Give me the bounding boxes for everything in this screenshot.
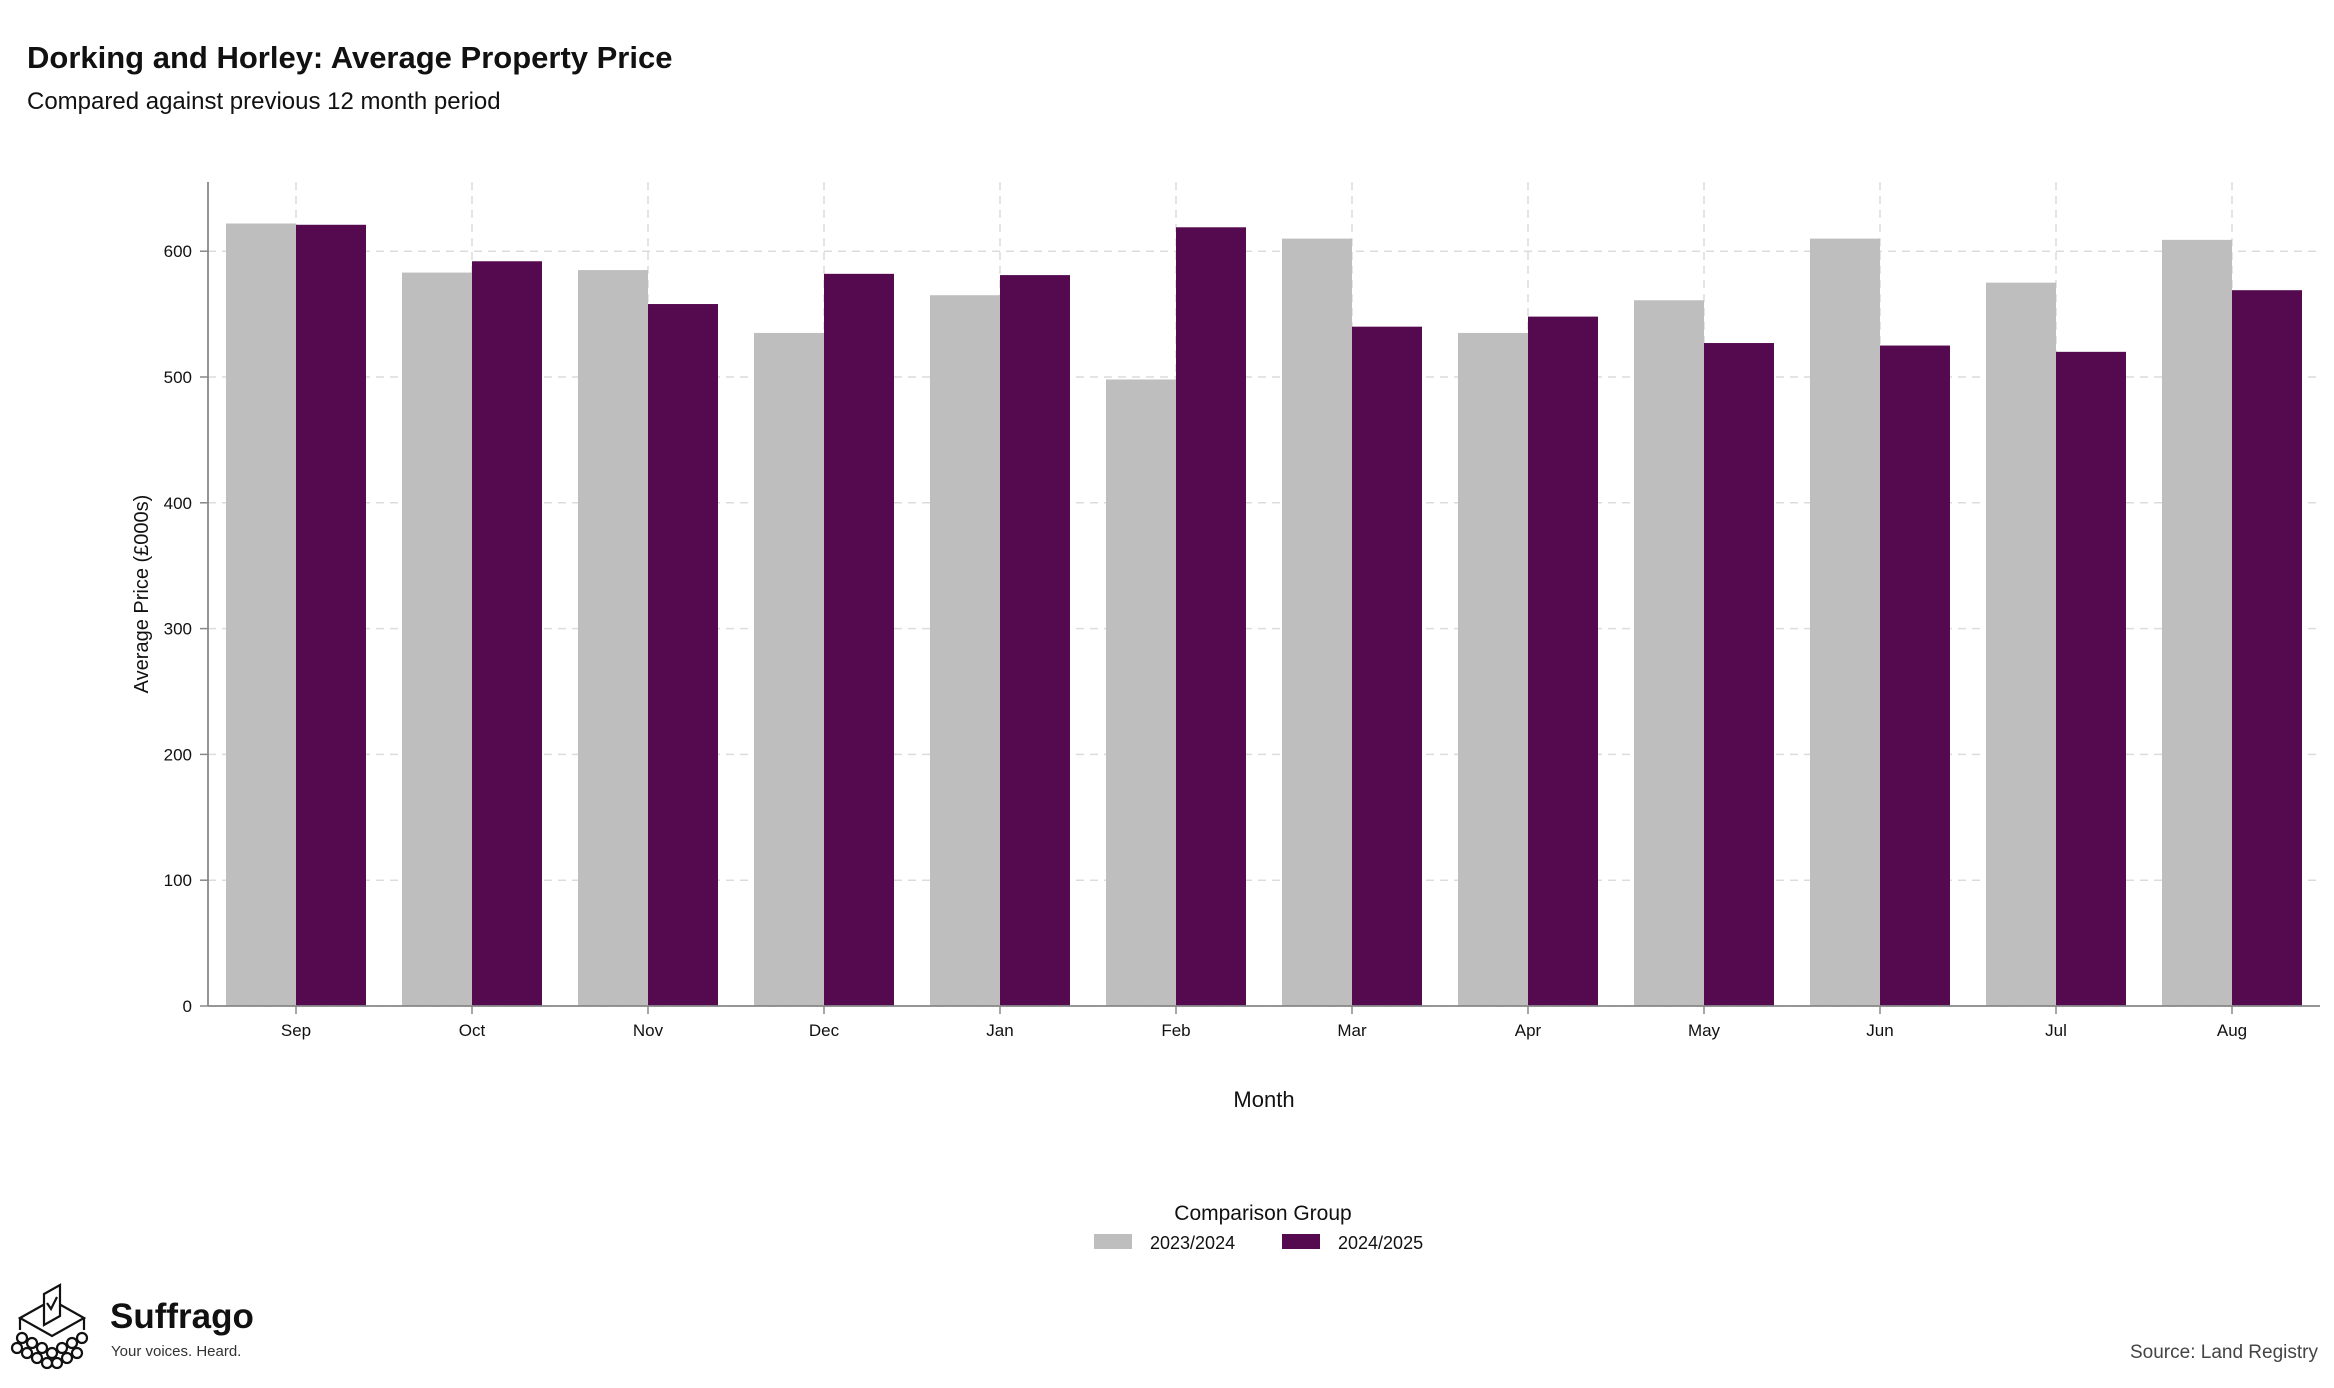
axes (207, 182, 2320, 1007)
bar-2023-2024-jun (1810, 238, 1880, 1006)
tick-labels: 0 100 200 300 400 500 600 Sep Oct Nov Dec Jan Feb Mar… (164, 242, 2248, 1040)
x-tick-label: Aug (2217, 1021, 2247, 1040)
y-tick-label: 400 (164, 494, 192, 513)
y-tick-label: 0 (183, 997, 192, 1016)
bar-2024-2025-jan (1000, 275, 1070, 1006)
bar-2024-2025-aug (2232, 290, 2302, 1006)
x-tick-label: Jul (2045, 1021, 2067, 1040)
x-tick-label: Apr (1515, 1021, 1542, 1040)
legend-label: 2023/2024 (1150, 1233, 1235, 1253)
x-axis-label: Month (1233, 1087, 1294, 1112)
bars (226, 223, 2302, 1007)
x-tick-label: Mar (1337, 1021, 1367, 1040)
x-tick-label: Jun (1866, 1021, 1893, 1040)
bar-2023-2024-feb (1106, 379, 1176, 1006)
y-tick-label: 200 (164, 745, 192, 764)
y-tick-label: 500 (164, 368, 192, 387)
x-tick-label: Nov (633, 1021, 664, 1040)
y-tick-label: 300 (164, 620, 192, 639)
bar-2023-2024-jul (1986, 282, 2056, 1006)
y-tick-label: 100 (164, 871, 192, 890)
bar-2024-2025-nov (648, 304, 718, 1006)
bar-2024-2025-feb (1176, 227, 1246, 1006)
bar-2024-2025-jun (1880, 345, 1950, 1006)
bar-2024-2025-oct (472, 261, 542, 1006)
x-tick-label: May (1688, 1021, 1721, 1040)
ballot-box-icon (10, 1283, 89, 1370)
bar-2023-2024-dec (754, 332, 824, 1007)
bar-2023-2024-sep (226, 223, 296, 1006)
chart-subtitle: Compared against previous 12 month perio… (27, 88, 501, 115)
bar-2024-2025-mar (1352, 326, 1422, 1006)
brand-tagline: Your voices. Heard. (111, 1343, 242, 1360)
y-axis-label: Average Price (£000s) (131, 495, 153, 694)
x-tick-label: Jan (986, 1021, 1013, 1040)
brand-name: Suffrago (110, 1297, 254, 1336)
bar-2023-2024-aug (2162, 239, 2232, 1006)
legend-swatch (1282, 1234, 1320, 1249)
x-tick-label: Sep (281, 1021, 311, 1040)
y-tick-label: 600 (164, 242, 192, 261)
legend-title: Comparison Group (1174, 1202, 1351, 1225)
bar-2023-2024-nov (578, 270, 648, 1007)
x-tick-label: Feb (1161, 1021, 1190, 1040)
legend-swatch (1094, 1234, 1132, 1249)
source-note: Source: Land Registry (2130, 1342, 2318, 1363)
bar-2023-2024-oct (402, 272, 472, 1006)
bar-2024-2025-sep (296, 224, 366, 1006)
bar-2024-2025-may (1704, 343, 1774, 1006)
bar-2024-2025-jul (2056, 351, 2126, 1007)
legend: Comparison Group 2023/2024 2024/2025 (1094, 1202, 1423, 1253)
bar-2023-2024-jan (930, 295, 1000, 1006)
chart-title: Dorking and Horley: Average Property Pri… (27, 40, 673, 75)
bar-2023-2024-may (1634, 300, 1704, 1007)
bar-2023-2024-apr (1458, 332, 1528, 1007)
x-tick-label: Dec (809, 1021, 840, 1040)
x-tick-label: Oct (459, 1021, 486, 1040)
bar-2023-2024-mar (1282, 238, 1352, 1006)
bar-2024-2025-dec (824, 273, 894, 1007)
bar-2024-2025-apr (1528, 316, 1598, 1006)
legend-label: 2024/2025 (1338, 1233, 1423, 1253)
